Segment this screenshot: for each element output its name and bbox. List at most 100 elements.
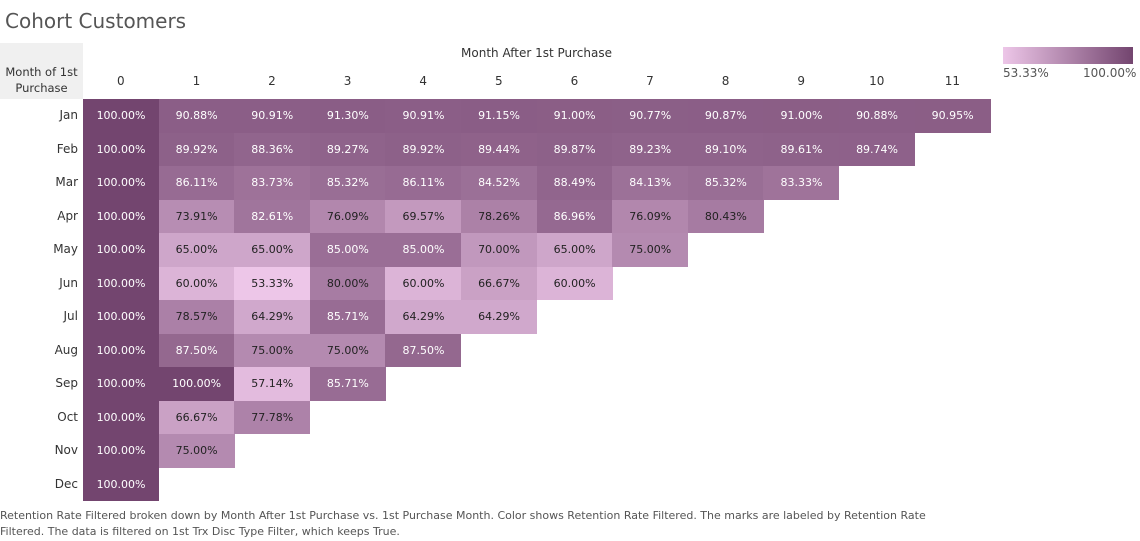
heatmap-cell: 57.14%: [234, 367, 311, 401]
cell-label: 89.87%: [553, 142, 596, 156]
cell-label: 65.00%: [175, 243, 218, 257]
row-header-dec: Dec: [54, 476, 78, 491]
cell-label: 85.00%: [402, 243, 445, 257]
chart-title: Cohort Customers: [5, 9, 187, 33]
heatmap-cell: 73.91%: [158, 199, 235, 233]
heatmap-cell: 86.96%: [536, 199, 613, 233]
cell-label: 90.91%: [402, 109, 445, 123]
cell-label: 64.29%: [478, 310, 521, 324]
cell-label: 90.95%: [931, 109, 974, 123]
cell-label: 80.00%: [326, 276, 369, 290]
chart-caption: Retention Rate Filtered broken down by M…: [0, 509, 926, 538]
cell-label: 82.61%: [251, 209, 294, 223]
cell-label: 88.36%: [251, 142, 294, 156]
row-header-nov: Nov: [54, 443, 78, 457]
heatmap-cell: 91.00%: [536, 99, 613, 133]
cell-label: 100.00%: [96, 142, 146, 156]
heatmap-cell: 66.67%: [461, 266, 538, 300]
heatmap-cell: 75.00%: [612, 233, 689, 267]
cell-label: 87.50%: [175, 343, 218, 357]
cell-label: 91.00%: [553, 109, 596, 123]
heatmap-cell: 80.43%: [687, 199, 764, 233]
cell-label: 100.00%: [96, 377, 146, 391]
cell-label: 84.52%: [478, 176, 521, 190]
heatmap-cell: 77.78%: [234, 400, 311, 434]
heatmap-cell: 88.49%: [536, 166, 613, 200]
cell-label: 65.00%: [251, 243, 294, 257]
heatmap-cell: 80.00%: [309, 266, 386, 300]
cell-label: 85.32%: [704, 176, 747, 190]
heatmap-cell: 100.00%: [158, 367, 235, 401]
cell-label: 80.43%: [704, 209, 747, 223]
cell-label: 57.14%: [251, 377, 294, 391]
heatmap-cell: 100.00%: [83, 199, 160, 233]
cell-label: 90.87%: [704, 109, 747, 123]
heatmap-cell: 100.00%: [83, 99, 160, 133]
row-header-may: May: [53, 242, 78, 256]
column-header-6: 6: [570, 74, 579, 88]
cell-label: 66.67%: [478, 276, 521, 290]
cell-label: 91.15%: [478, 109, 521, 123]
cell-label: 100.00%: [96, 276, 146, 290]
color-legend-bar: [1003, 47, 1133, 64]
heatmap-cell: 100.00%: [83, 434, 160, 468]
cell-label: 85.32%: [326, 176, 369, 190]
cell-label: 65.00%: [553, 243, 596, 257]
heatmap-cell: 89.92%: [385, 132, 462, 166]
row-header-sep: Sep: [55, 376, 78, 390]
column-header-1: 1: [192, 74, 201, 88]
heatmap-cell: 87.50%: [385, 333, 462, 367]
heatmap-cell: 85.71%: [309, 367, 386, 401]
cell-label: 83.73%: [251, 176, 294, 190]
heatmap-cell: 78.26%: [461, 199, 538, 233]
cell-label: 86.11%: [402, 176, 445, 190]
row-header-apr: Apr: [57, 208, 78, 223]
cell-label: 73.91%: [175, 209, 218, 223]
cell-label: 60.00%: [553, 276, 596, 290]
heatmap-cell: 91.30%: [309, 99, 386, 133]
cell-label: 100.00%: [96, 310, 146, 324]
heatmap-cell: 89.27%: [309, 132, 386, 166]
heatmap-cell: 100.00%: [83, 266, 160, 300]
heatmap-cell: 53.33%: [234, 266, 311, 300]
cell-label: 89.74%: [856, 142, 899, 156]
heatmap-cell: 89.10%: [687, 132, 764, 166]
heatmap-cell: 65.00%: [158, 233, 235, 267]
heatmap-cell: 69.57%: [385, 199, 462, 233]
heatmap-cell: 86.11%: [385, 166, 462, 200]
cell-label: 64.29%: [402, 310, 445, 324]
cell-label: 89.44%: [478, 142, 521, 156]
heatmap-cell: 85.00%: [309, 233, 386, 267]
heatmap-cell: 91.00%: [763, 99, 840, 133]
heatmap-cell: 90.95%: [914, 99, 991, 133]
heatmap-cell: 83.73%: [234, 166, 311, 200]
heatmap-cell: 100.00%: [83, 400, 160, 434]
cell-label: 87.50%: [402, 343, 445, 357]
heatmap-cell: 75.00%: [309, 333, 386, 367]
cell-label: 89.10%: [704, 142, 747, 156]
cell-label: 88.49%: [553, 176, 596, 190]
column-header-5: 5: [494, 74, 503, 88]
column-axis-label: Month After 1st Purchase: [461, 46, 612, 60]
legend-max-label: 100.00%: [1083, 66, 1137, 80]
cell-label: 100.00%: [172, 377, 222, 391]
row-header-mar: Mar: [55, 175, 78, 189]
heatmap-cell: 89.44%: [461, 132, 538, 166]
cell-label: 100.00%: [96, 109, 146, 123]
cell-label: 85.71%: [326, 310, 369, 324]
heatmap-cell: 60.00%: [158, 266, 235, 300]
cell-label: 66.67%: [175, 410, 218, 424]
cell-label: 60.00%: [402, 276, 445, 290]
heatmap-cell: 89.61%: [763, 132, 840, 166]
cell-label: 100.00%: [96, 243, 146, 257]
heatmap-cell: 85.32%: [687, 166, 764, 200]
heatmap-cell: 100.00%: [83, 300, 160, 334]
cell-label: 100.00%: [96, 176, 146, 190]
heatmap-cell: 100.00%: [83, 233, 160, 267]
row-header-jan: Jan: [59, 108, 79, 122]
cell-label: 100.00%: [96, 343, 146, 357]
heatmap-cell: 75.00%: [234, 333, 311, 367]
column-header-10: 10: [869, 74, 885, 88]
row-header-jul: Jul: [63, 309, 78, 323]
heatmap-cell: 88.36%: [234, 132, 311, 166]
